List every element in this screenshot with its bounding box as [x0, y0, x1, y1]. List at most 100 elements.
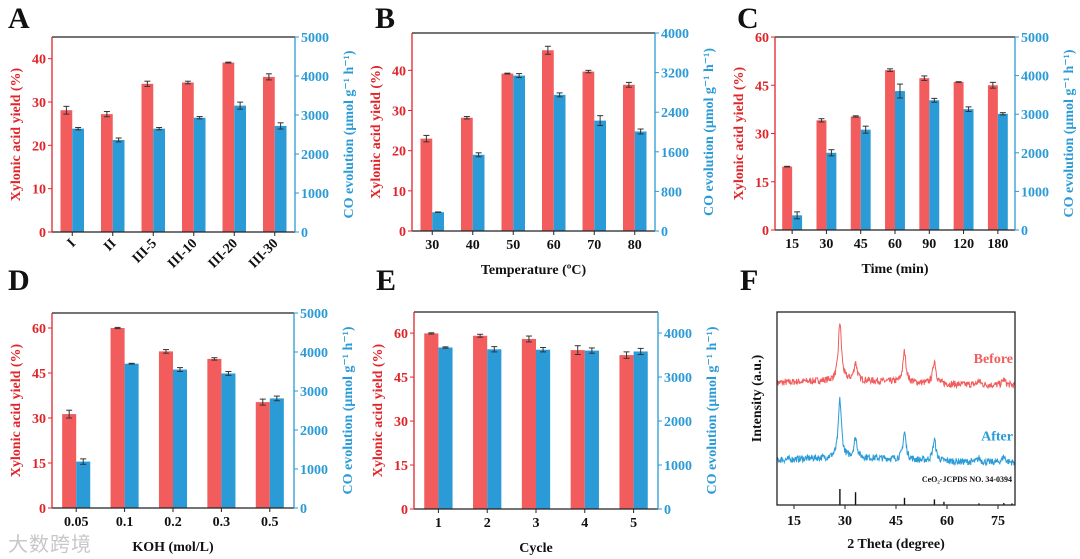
- yield-bar: [782, 166, 793, 230]
- co-bar: [584, 350, 599, 509]
- x-tick-label: 3: [533, 516, 540, 531]
- co-bar: [274, 125, 287, 232]
- error-bar: [75, 126, 82, 131]
- x-tick-label: III-20: [206, 236, 241, 271]
- panel-b: 30 40 50 60 70 800102030400800160024003200400…: [369, 27, 717, 278]
- error-bar: [637, 347, 644, 356]
- error-bar: [162, 349, 169, 354]
- x-tick-label: 4: [581, 516, 588, 531]
- y-tick-label: 10: [392, 185, 406, 200]
- error-bar: [828, 149, 835, 157]
- y-tick-label: 0: [39, 502, 46, 517]
- error-bar: [259, 398, 266, 406]
- y-tick-label: 15: [32, 457, 46, 472]
- yield-bar: [850, 116, 861, 230]
- error-bar: [423, 134, 430, 143]
- x-tick-label: 45: [854, 237, 868, 252]
- x-tick-label: 75: [991, 514, 1005, 529]
- y-axis-title: Intensity (a.u.): [750, 354, 765, 442]
- y2-axis-title: CO evolution (μmol g⁻¹ h⁻¹): [1062, 49, 1077, 217]
- yield-bar: [582, 71, 595, 231]
- yield-bar: [424, 333, 439, 509]
- x-tick-label: III-30: [246, 236, 281, 271]
- co-bar: [594, 120, 606, 231]
- x-tick-label: 60: [888, 237, 902, 252]
- yield-bar: [987, 85, 998, 230]
- x-tick-label: 0.1: [116, 515, 134, 530]
- y2-tick-label: 4000: [301, 70, 329, 85]
- error-bar: [540, 347, 547, 353]
- error-bar: [887, 68, 894, 72]
- error-bar: [225, 61, 232, 64]
- y2-axis-title: CO evolution (μmol g⁻¹ h⁻¹): [342, 50, 357, 218]
- yield-bar: [953, 82, 964, 231]
- x-tick-label: 45: [889, 514, 903, 529]
- error-bar: [852, 115, 859, 118]
- error-bar: [931, 97, 938, 103]
- y2-tick-label: 0: [300, 502, 307, 517]
- y2-tick-label: 3000: [1021, 108, 1049, 123]
- x-axis-title: 2 Theta (degree): [847, 537, 945, 552]
- y-tick-label: 60: [394, 327, 408, 342]
- error-bar: [115, 137, 122, 143]
- x-axis-title: KOH (mol/L): [132, 540, 214, 555]
- x-tick-label: 70: [587, 238, 601, 253]
- error-bar: [784, 165, 791, 168]
- yield-bar: [207, 358, 222, 508]
- yield-bar: [141, 83, 154, 232]
- yield-bar: [619, 355, 634, 509]
- x-tick-label: 120: [953, 237, 974, 252]
- series-label-after: After: [981, 429, 1013, 444]
- error-bar: [196, 116, 203, 120]
- y-tick-label: 30: [32, 96, 46, 111]
- y-tick-label: 10: [32, 183, 46, 198]
- co-bar: [269, 398, 284, 508]
- error-bar: [989, 81, 996, 89]
- error-bar: [491, 346, 498, 353]
- error-bar: [156, 126, 163, 131]
- x-tick-label: I: [65, 236, 79, 250]
- co-bar: [963, 109, 974, 230]
- x-tick-label: 90: [922, 237, 936, 252]
- co-bar: [513, 75, 525, 231]
- yield-bar: [62, 414, 77, 508]
- error-bar: [211, 357, 218, 361]
- co-bar: [124, 363, 139, 508]
- yield-bar: [919, 78, 930, 230]
- error-bar: [896, 83, 903, 99]
- y-tick-label: 60: [755, 31, 769, 46]
- x-tick-label: 2: [484, 516, 491, 531]
- error-bar: [921, 75, 928, 81]
- yield-bar: [521, 338, 536, 509]
- error-bar: [516, 73, 523, 79]
- panel-label-f: F: [740, 264, 758, 297]
- co-bar: [487, 349, 502, 509]
- y-tick-label: 20: [392, 145, 406, 160]
- y2-tick-label: 5000: [300, 307, 328, 322]
- watermark-logo: 大数跨境: [8, 528, 92, 557]
- error-bar: [585, 69, 592, 74]
- error-bar: [556, 92, 563, 98]
- panel-d: 0.05 0.1 0.2 0.3 0.5 0 15 30 45 60 0 1000 2000 3000 40…: [9, 307, 356, 555]
- co-bar: [895, 91, 905, 230]
- y2-axis-title: CO evolution (μmol g⁻¹ h⁻¹): [702, 48, 717, 216]
- panel-label-c: C: [737, 2, 759, 35]
- y2-tick-label: 1000: [301, 187, 329, 202]
- x-tick-label: 50: [506, 238, 520, 253]
- co-bar: [76, 461, 91, 508]
- y2-tick-label: 1000: [300, 463, 328, 478]
- y2-tick-label: 0: [661, 225, 668, 240]
- x-tick-label: 0.5: [261, 515, 279, 530]
- panel-label-e: E: [376, 264, 396, 297]
- y-tick-label: 60: [32, 322, 46, 337]
- yield-bar: [60, 110, 73, 232]
- y2-tick-label: 2000: [664, 415, 692, 430]
- y-tick-label: 0: [401, 503, 408, 518]
- y-tick-label: 30: [394, 415, 408, 430]
- co-bar: [438, 347, 453, 509]
- y-tick-label: 15: [755, 176, 769, 191]
- y2-tick-label: 3200: [661, 67, 689, 82]
- error-bar: [225, 371, 232, 376]
- x-tick-label: 60: [547, 238, 561, 253]
- yield-bar: [182, 82, 194, 232]
